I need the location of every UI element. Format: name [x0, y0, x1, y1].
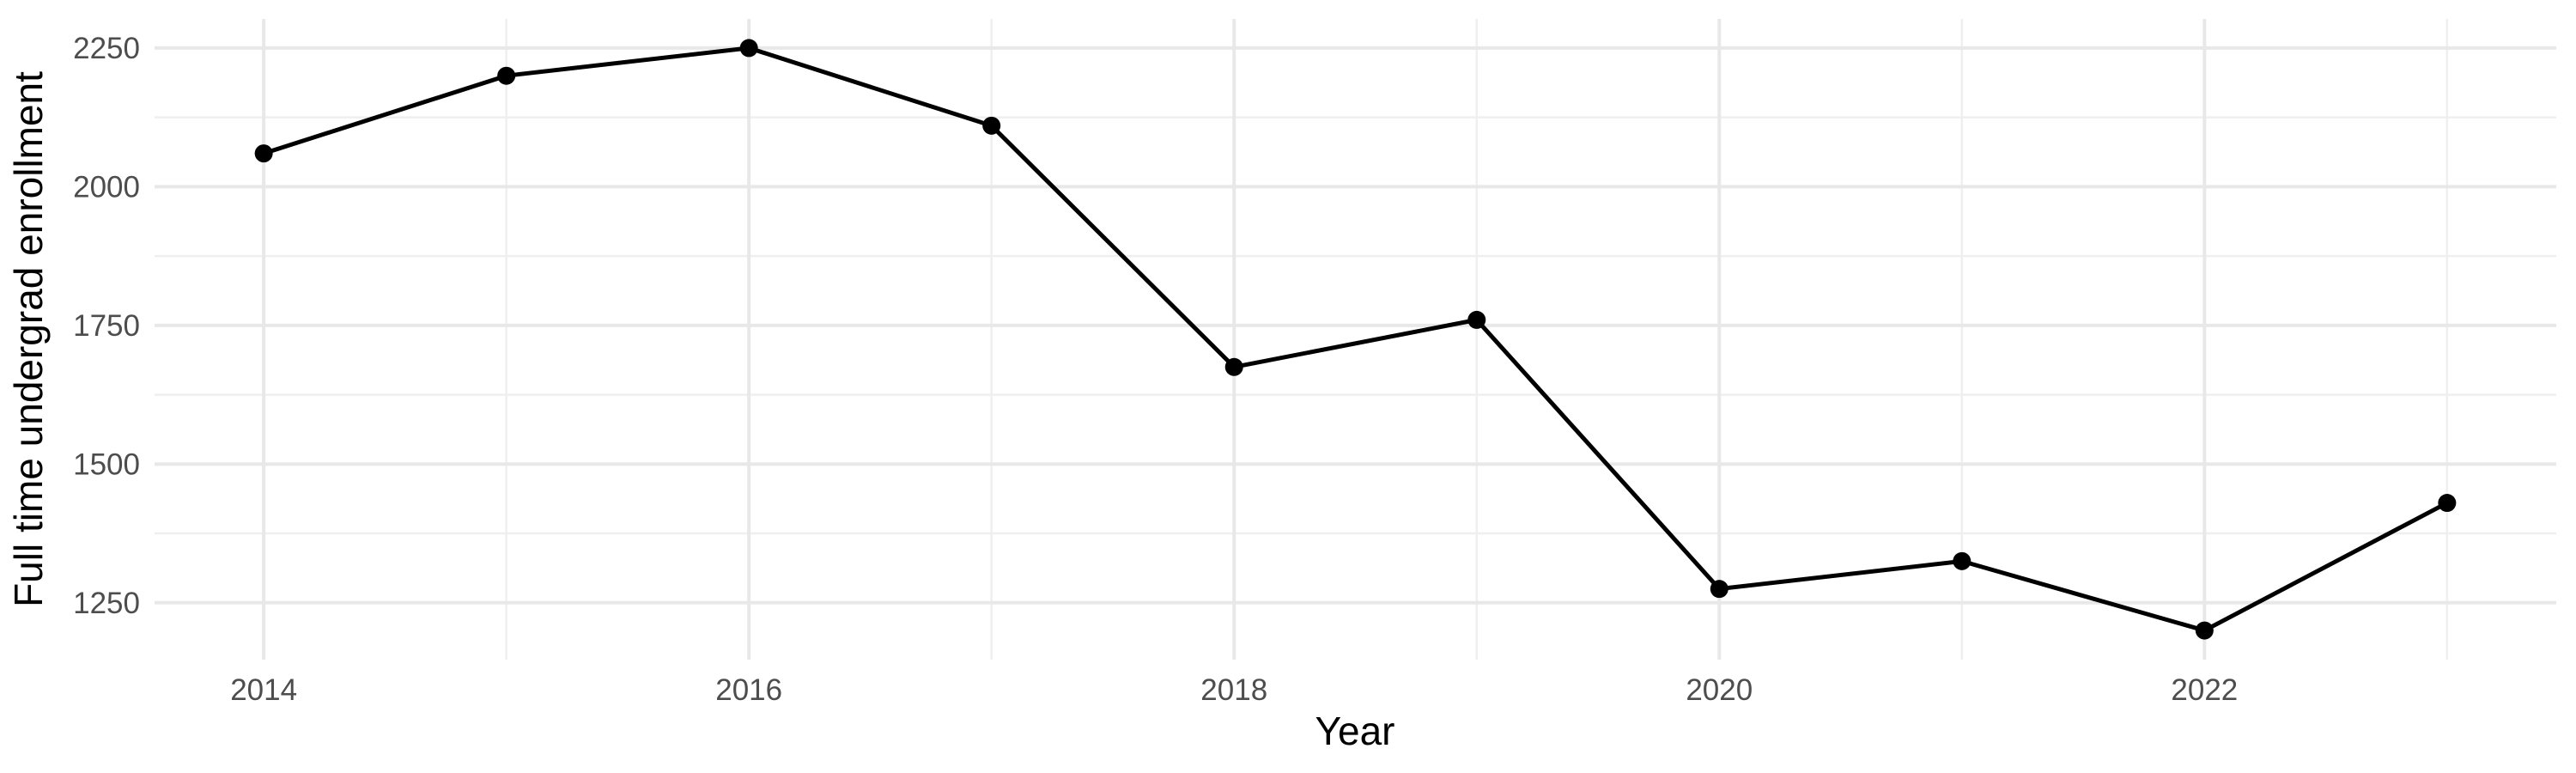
data-point-2021	[1953, 551, 1971, 570]
data-point-2023	[2438, 494, 2457, 513]
data-point-2020	[1710, 580, 1728, 599]
y-tick-label: 1750	[73, 309, 140, 343]
y-axis-title: Full time undergrad enrollment	[6, 71, 51, 607]
x-tick-label: 2018	[1200, 673, 1267, 707]
x-tick-label: 2016	[715, 673, 782, 707]
data-point-2018	[1224, 357, 1243, 376]
data-point-2016	[739, 39, 758, 58]
data-point-2022	[2195, 621, 2214, 640]
y-tick-label: 2250	[73, 32, 140, 65]
x-tick-label: 2020	[1686, 673, 1753, 707]
y-tick-label: 2000	[73, 170, 140, 204]
x-tick-label: 2014	[230, 673, 297, 707]
y-tick-label: 1250	[73, 587, 140, 620]
x-tick-label: 2022	[2171, 673, 2238, 707]
data-point-2015	[497, 66, 516, 85]
series-line	[263, 46, 2449, 633]
x-axis-title: Year	[1315, 709, 1395, 753]
data-point-2019	[1467, 310, 1486, 329]
y-tick-label: 1500	[73, 447, 140, 481]
data-point-2014	[254, 144, 273, 163]
data-point-2017	[982, 116, 1001, 135]
